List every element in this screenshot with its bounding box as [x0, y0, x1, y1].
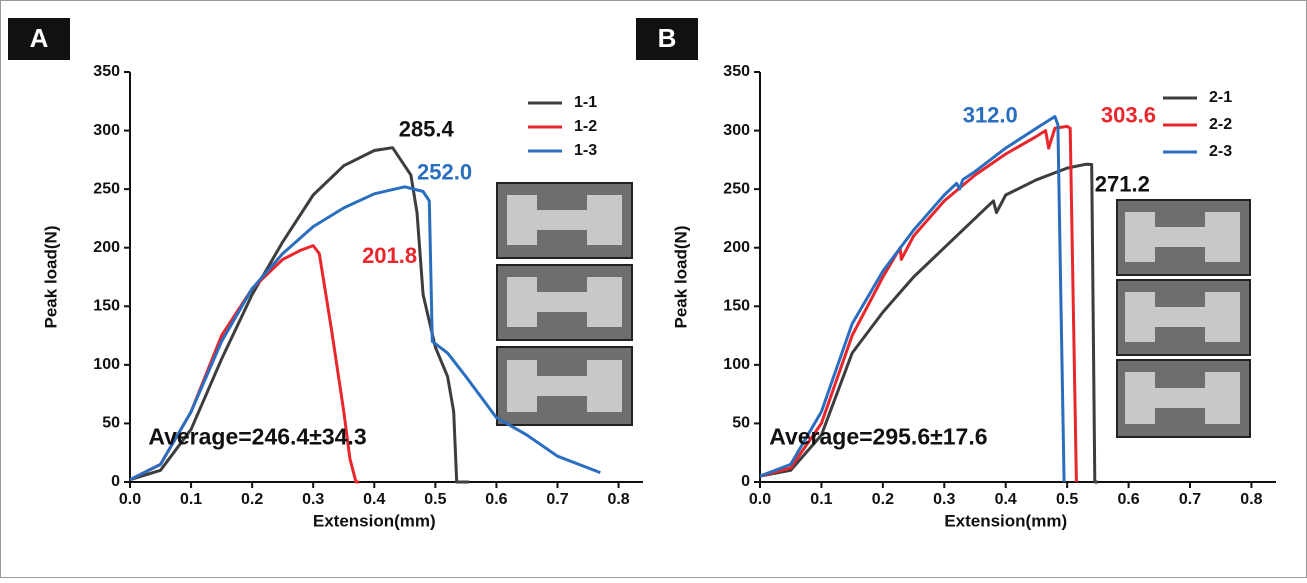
- y-tick-label: 100: [93, 356, 120, 373]
- data-line: [129, 185, 601, 482]
- y-tick-label: 300: [723, 122, 750, 139]
- x-tick-label: 0.2: [872, 491, 894, 508]
- peak-annotation: 271.2: [1095, 171, 1150, 196]
- y-axis-title: Peak load(N): [671, 226, 690, 329]
- x-tick-label: 0.1: [180, 491, 202, 508]
- specimen: [1155, 227, 1205, 247]
- x-tick-label: 0.7: [1179, 491, 1201, 508]
- peak-annotation: 285.4: [399, 116, 455, 141]
- y-tick-label: 100: [723, 356, 750, 373]
- y-tick-label: 350: [93, 63, 120, 80]
- specimen: [507, 360, 537, 412]
- specimen: [507, 195, 537, 245]
- specimen: [587, 360, 622, 412]
- specimen: [537, 210, 587, 230]
- x-tick-label: 0.6: [485, 491, 507, 508]
- y-tick-label: 0: [111, 473, 120, 490]
- x-tick-label: 0.7: [546, 491, 568, 508]
- y-tick-label: 250: [723, 180, 750, 197]
- x-tick-label: 0.6: [1117, 491, 1139, 508]
- x-tick-label: 0.8: [1240, 491, 1262, 508]
- y-tick-label: 200: [723, 239, 750, 256]
- x-axis-title: Extension(mm): [313, 511, 436, 530]
- x-tick-label: 0.5: [424, 491, 446, 508]
- data-line: [129, 146, 469, 484]
- y-axis-title: Peak load(N): [41, 226, 60, 329]
- y-tick-label: 250: [93, 180, 120, 197]
- legend-label: 2-1: [1209, 89, 1232, 106]
- legend-label: 2-3: [1209, 143, 1232, 160]
- peak-annotation: 252.0: [417, 160, 472, 185]
- peak-annotation: 303.6: [1101, 102, 1156, 127]
- x-tick-label: 0.8: [607, 491, 629, 508]
- panel-box: [636, 18, 698, 60]
- x-tick-label: 0.4: [363, 491, 385, 508]
- x-tick-label: 0.3: [302, 491, 324, 508]
- specimen: [587, 195, 622, 245]
- legend-label: 1-2: [574, 118, 597, 135]
- specimen: [1125, 372, 1155, 424]
- x-tick-label: 0.4: [995, 491, 1017, 508]
- specimen: [537, 376, 587, 396]
- legend-label: 1-3: [574, 142, 597, 159]
- x-tick-label: 0.0: [749, 491, 771, 508]
- specimen: [1205, 372, 1240, 424]
- panel-label: A: [30, 23, 49, 53]
- peak-annotation: 201.8: [362, 243, 417, 268]
- y-tick-label: 200: [93, 239, 120, 256]
- data-line: [759, 124, 1078, 483]
- y-tick-label: 0: [741, 473, 750, 490]
- legend-label: 1-1: [574, 94, 597, 111]
- y-tick-label: 50: [102, 415, 120, 432]
- y-tick-label: 50: [732, 415, 750, 432]
- x-axis-title: Extension(mm): [944, 511, 1067, 530]
- y-tick-label: 150: [723, 298, 750, 315]
- x-tick-label: 0.0: [119, 491, 141, 508]
- legend-label: 2-2: [1209, 116, 1232, 133]
- peak-annotation: 312.0: [963, 102, 1018, 127]
- average-annotation: Average=246.4±34.3: [148, 424, 366, 450]
- y-tick-label: 150: [93, 298, 120, 315]
- x-tick-label: 0.2: [241, 491, 263, 508]
- data-line: [759, 162, 1098, 484]
- y-tick-label: 350: [723, 63, 750, 80]
- x-tick-label: 0.3: [933, 491, 955, 508]
- panel-label: B: [658, 23, 677, 53]
- panel-box: [8, 18, 70, 60]
- specimen: [1205, 292, 1240, 342]
- specimen: [587, 277, 622, 327]
- specimen: [1155, 307, 1205, 327]
- specimen: [1125, 212, 1155, 262]
- specimen: [507, 277, 537, 327]
- average-annotation: Average=295.6±17.6: [769, 424, 987, 450]
- data-line: [759, 115, 1066, 483]
- specimen: [1205, 212, 1240, 262]
- x-tick-label: 0.5: [1056, 491, 1078, 508]
- y-tick-label: 300: [93, 122, 120, 139]
- specimen: [1155, 388, 1205, 408]
- specimen: [1125, 292, 1155, 342]
- specimen: [537, 292, 587, 312]
- x-tick-label: 0.1: [810, 491, 832, 508]
